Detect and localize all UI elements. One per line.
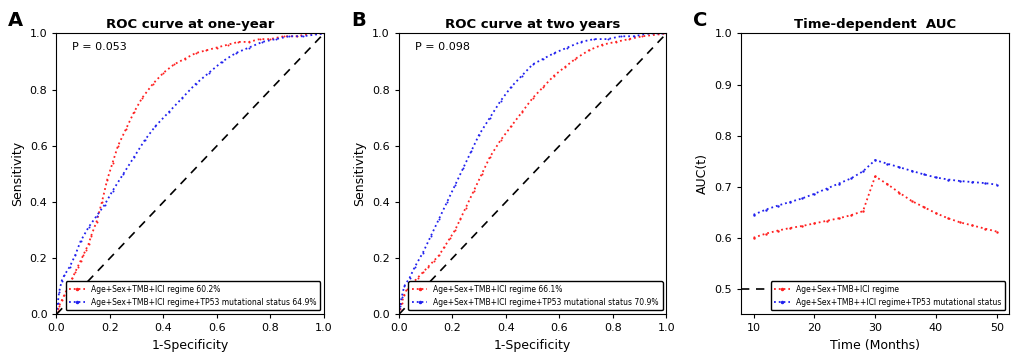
X-axis label: 1-Specificity: 1-Specificity	[493, 339, 571, 352]
Legend: Age+Sex+TMB+ICI regime 66.1%, Age+Sex+TMB+ICI regime+TP53 mutational status 70.9: Age+Sex+TMB+ICI regime 66.1%, Age+Sex+TM…	[408, 281, 662, 310]
Text: C: C	[693, 11, 707, 30]
Title: ROC curve at two years: ROC curve at two years	[444, 18, 620, 31]
Y-axis label: Sensitivity: Sensitivity	[11, 141, 24, 207]
Legend: Age+Sex+TMB+ICI regime 60.2%, Age+Sex+TMB+ICI regime+TP53 mutational status 64.9: Age+Sex+TMB+ICI regime 60.2%, Age+Sex+TM…	[65, 281, 320, 310]
Title: Time-dependent  AUC: Time-dependent AUC	[794, 18, 955, 31]
Title: ROC curve at one-year: ROC curve at one-year	[106, 18, 274, 31]
Text: P = 0.098: P = 0.098	[415, 42, 470, 52]
Text: A: A	[8, 11, 23, 30]
X-axis label: Time (Months): Time (Months)	[829, 339, 919, 352]
Y-axis label: AUC(t): AUC(t)	[695, 154, 708, 195]
Text: B: B	[351, 11, 365, 30]
X-axis label: 1-Specificity: 1-Specificity	[152, 339, 228, 352]
Y-axis label: Sensitivity: Sensitivity	[354, 141, 366, 207]
Text: P = 0.053: P = 0.053	[72, 42, 127, 52]
Legend: Age+Sex+TMB+ICI regime, Age+Sex+TMB++ICI regime+TP53 mutational status: Age+Sex+TMB+ICI regime, Age+Sex+TMB++ICI…	[770, 281, 1004, 310]
